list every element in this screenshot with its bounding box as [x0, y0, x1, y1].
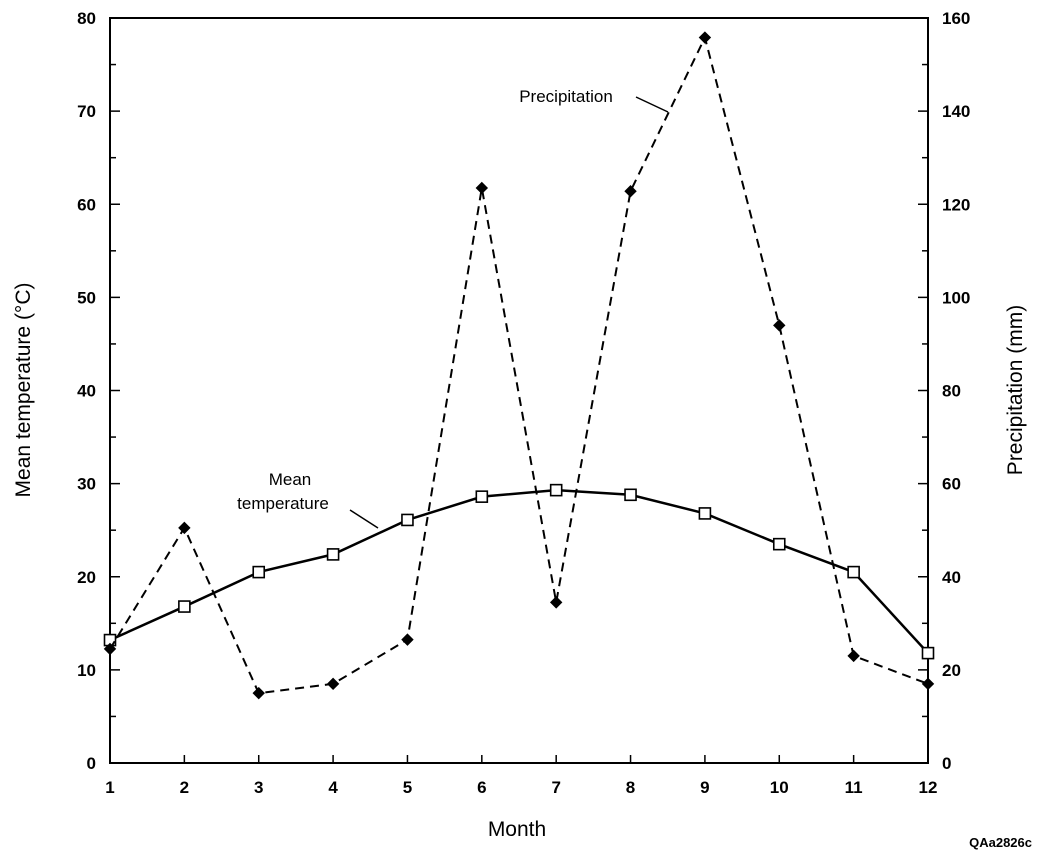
precipitation-point: [773, 319, 786, 332]
mean-temperature-point: [772, 537, 786, 551]
x-tick-label: 9: [700, 778, 709, 797]
annotation-mean-temperature: Mean temperature: [237, 470, 379, 529]
y-right-tick-label: 120: [942, 195, 970, 214]
precipitation-point: [624, 185, 637, 198]
series-precipitation: [103, 31, 935, 700]
y-left-tick-label: 40: [77, 382, 96, 401]
precipitation-point: [103, 642, 117, 656]
precipitation-line: [109, 34, 929, 695]
mean-temperature-line: [109, 488, 929, 654]
annotation-precipitation-label: Precipitation: [519, 87, 613, 106]
y-left-tick-label: 30: [77, 475, 96, 494]
precipitation-point: [252, 686, 265, 700]
annotation-mean-temperature-line1: Mean: [269, 470, 312, 489]
y-left-tick-label: 20: [77, 568, 96, 587]
y-right-tick-label: 40: [942, 568, 961, 587]
x-axis: 1 2 3 4 5 6 7 8 9 10 11 12: [105, 755, 937, 797]
y-right-tick-label: 60: [942, 475, 961, 494]
mean-temperature-point: [252, 565, 266, 579]
y-left-tick-label: 70: [77, 102, 96, 121]
y-right-tick-label: 80: [942, 382, 961, 401]
y-right-tick-label: 140: [942, 102, 970, 121]
annotation-precipitation-leader: [635, 96, 669, 113]
x-tick-label: 1: [105, 778, 114, 797]
mean-temperature-point: [401, 513, 414, 527]
x-tick-label: 8: [626, 778, 635, 797]
y-right-tick-label: 20: [942, 661, 961, 680]
x-axis-title: Month: [488, 818, 546, 841]
y-right-tick-label: 160: [942, 9, 970, 28]
precipitation-point: [475, 181, 489, 195]
y-axis-left: 0 10 20 30 40 50 60 70 80: [77, 9, 120, 773]
mean-temperature-point: [178, 600, 191, 613]
mean-temperature-point: [624, 488, 637, 502]
mean-temperature-point: [847, 565, 860, 579]
precipitation-point: [698, 31, 712, 44]
precipitation-point: [401, 633, 414, 646]
y-axis-right: 0 20 40 60 80 100 120 140 160: [918, 9, 970, 773]
x-tick-label: 7: [551, 778, 560, 797]
x-tick-label: 4: [328, 778, 338, 797]
precipitation-point: [847, 649, 860, 663]
x-tick-label: 10: [770, 778, 789, 797]
figure-id: QAa2826c: [969, 835, 1032, 850]
y-left-tick-label: 50: [77, 288, 96, 307]
mean-temperature-point: [698, 507, 712, 520]
precipitation-point: [326, 677, 340, 691]
y-left-tick-label: 0: [87, 754, 96, 773]
x-tick-label: 3: [254, 778, 263, 797]
annotation-mean-temperature-leader: [349, 509, 379, 529]
y-left-tick-label: 60: [77, 195, 96, 214]
precipitation-point: [921, 677, 935, 691]
mean-temperature-point: [921, 646, 935, 660]
series-mean-temperature: [103, 483, 935, 660]
precipitation-point: [178, 521, 191, 535]
x-tick-label: 5: [403, 778, 412, 797]
mean-temperature-point: [326, 548, 340, 561]
annotation-mean-temperature-line2: temperature: [237, 494, 329, 513]
mean-temperature-point: [549, 483, 563, 497]
x-tick-label: 6: [477, 778, 486, 797]
y-axis-right-title: Precipitation (mm): [1004, 305, 1027, 475]
y-right-tick-label: 0: [942, 754, 951, 773]
y-left-tick-label: 80: [77, 9, 96, 28]
y-axis-left-title: Mean temperature (°C): [12, 283, 35, 498]
y-left-tick-label: 10: [77, 661, 96, 680]
mean-temperature-point: [475, 490, 489, 503]
annotation-precipitation: Precipitation: [519, 87, 669, 113]
x-tick-label: 12: [919, 778, 938, 797]
x-tick-label: 2: [180, 778, 189, 797]
x-tick-label: 11: [845, 778, 863, 797]
precipitation-point: [549, 596, 563, 609]
y-right-tick-label: 100: [942, 288, 970, 307]
